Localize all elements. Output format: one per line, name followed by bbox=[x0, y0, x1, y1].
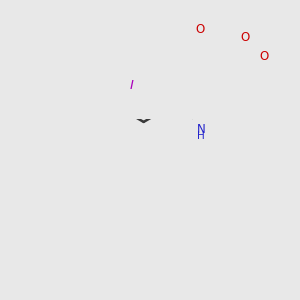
Text: O: O bbox=[195, 23, 205, 36]
Text: O: O bbox=[260, 50, 269, 63]
Text: H: H bbox=[197, 131, 205, 141]
Text: N: N bbox=[196, 123, 205, 136]
Text: O: O bbox=[240, 31, 249, 44]
Text: I: I bbox=[130, 80, 134, 92]
